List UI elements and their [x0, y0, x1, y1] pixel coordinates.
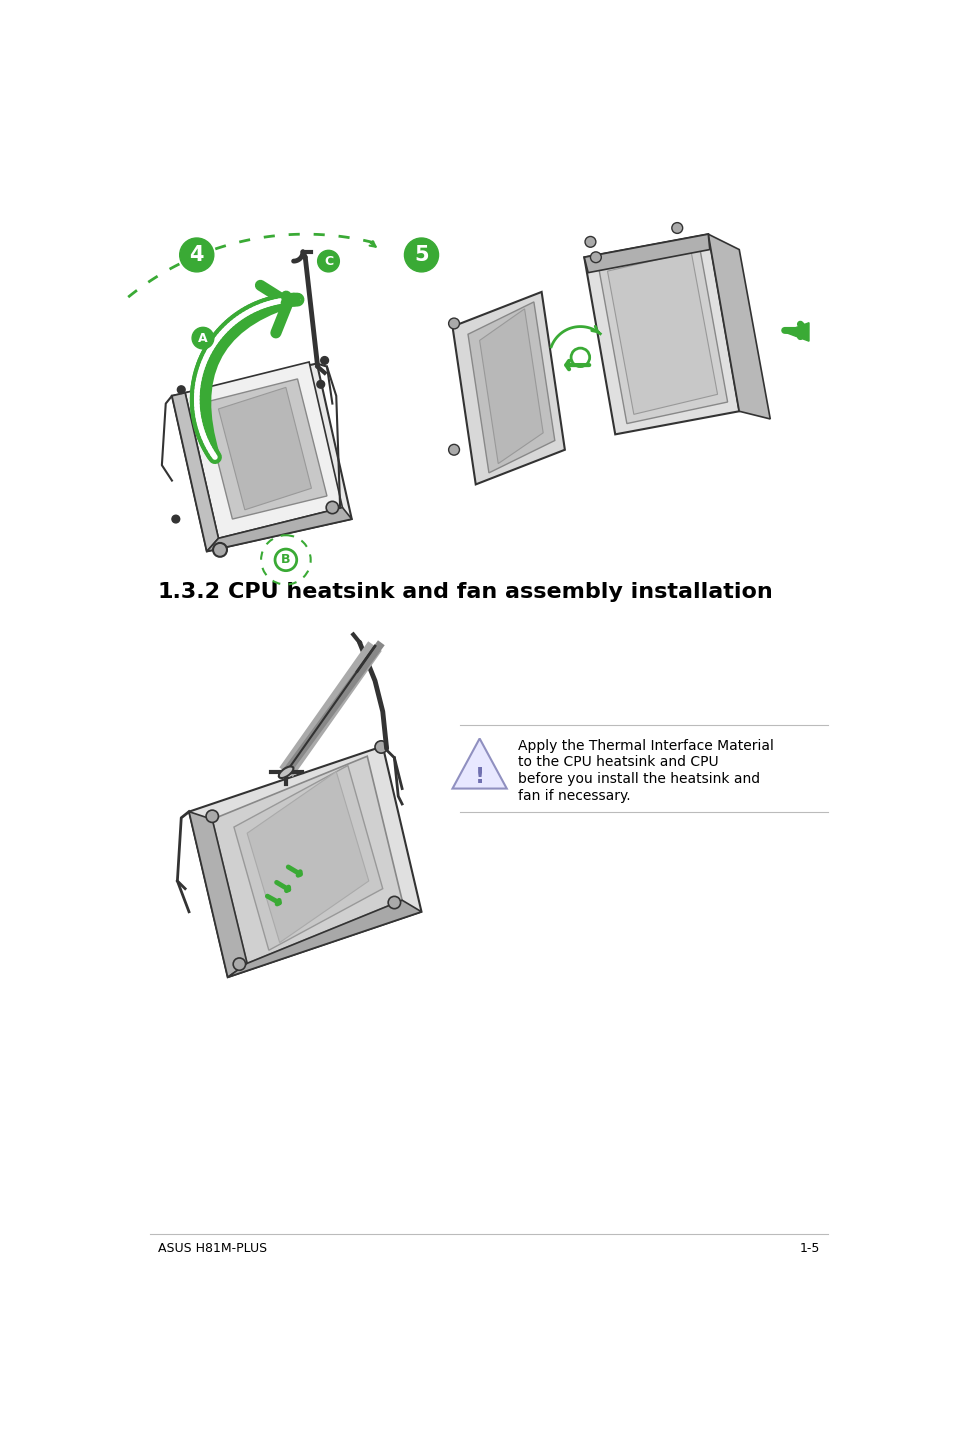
Circle shape	[177, 385, 185, 394]
Polygon shape	[233, 765, 382, 951]
Ellipse shape	[278, 766, 294, 778]
Polygon shape	[583, 234, 739, 434]
Text: Apply the Thermal Interface Material: Apply the Thermal Interface Material	[517, 739, 774, 752]
Polygon shape	[172, 364, 352, 551]
Circle shape	[388, 896, 400, 909]
Text: B: B	[281, 554, 291, 567]
Polygon shape	[452, 292, 564, 485]
Circle shape	[206, 810, 218, 823]
Circle shape	[671, 223, 682, 233]
Polygon shape	[247, 772, 369, 942]
Circle shape	[448, 444, 459, 456]
Polygon shape	[189, 746, 421, 978]
Polygon shape	[452, 739, 506, 788]
Polygon shape	[783, 322, 808, 341]
Circle shape	[584, 236, 596, 247]
Circle shape	[316, 381, 324, 388]
Circle shape	[590, 252, 600, 263]
Circle shape	[274, 549, 296, 571]
Text: before you install the heatsink and: before you install the heatsink and	[517, 772, 760, 787]
Circle shape	[448, 318, 459, 329]
Text: 1-5: 1-5	[799, 1242, 819, 1255]
Text: C: C	[324, 255, 333, 267]
Circle shape	[213, 544, 227, 557]
Circle shape	[404, 239, 438, 272]
Text: CPU heatsink and fan assembly installation: CPU heatsink and fan assembly installati…	[228, 582, 772, 603]
Circle shape	[192, 328, 213, 349]
Circle shape	[317, 250, 339, 272]
Circle shape	[375, 741, 387, 754]
Text: 4: 4	[190, 244, 204, 265]
Polygon shape	[172, 393, 218, 551]
Circle shape	[326, 502, 338, 513]
Polygon shape	[189, 811, 247, 978]
Text: 1.3.2: 1.3.2	[158, 582, 221, 603]
Polygon shape	[583, 234, 709, 273]
Polygon shape	[598, 243, 727, 424]
Text: 5: 5	[414, 244, 428, 265]
Polygon shape	[707, 234, 769, 418]
Polygon shape	[207, 508, 352, 551]
Polygon shape	[468, 302, 555, 473]
Text: A: A	[198, 332, 208, 345]
Polygon shape	[212, 756, 402, 963]
Circle shape	[172, 515, 179, 523]
Circle shape	[179, 239, 213, 272]
Polygon shape	[203, 380, 327, 519]
Text: ASUS H81M-PLUS: ASUS H81M-PLUS	[158, 1242, 267, 1255]
Polygon shape	[607, 252, 717, 414]
Polygon shape	[185, 362, 342, 538]
Polygon shape	[228, 900, 421, 978]
Circle shape	[320, 357, 328, 364]
Text: fan if necessary.: fan if necessary.	[517, 789, 630, 804]
Circle shape	[233, 958, 245, 971]
Text: to the CPU heatsink and CPU: to the CPU heatsink and CPU	[517, 755, 719, 769]
FancyArrowPatch shape	[206, 285, 288, 454]
Polygon shape	[218, 387, 311, 510]
Polygon shape	[479, 309, 542, 463]
Text: !: !	[474, 766, 484, 787]
